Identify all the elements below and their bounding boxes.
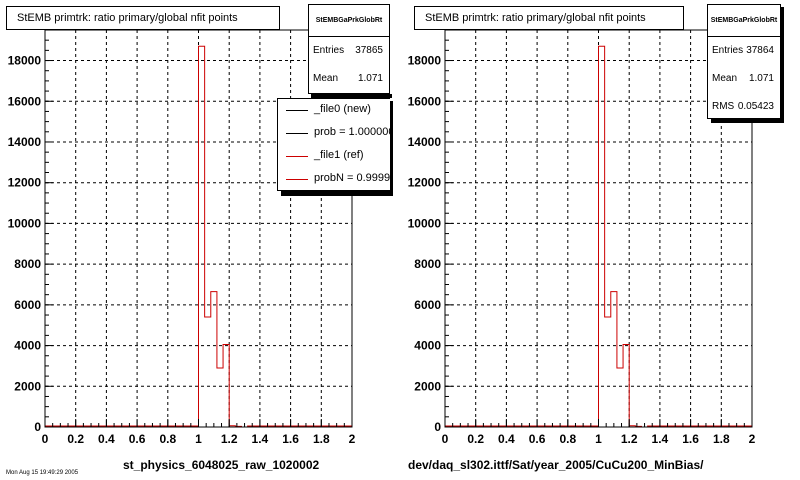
left-x-tick-label: 0	[42, 432, 49, 446]
left-stats-row-mean: Mean 1.071	[309, 65, 389, 93]
legend-label: _file0 (new)	[314, 103, 371, 115]
left-y-tick-label: 0	[34, 420, 41, 434]
legend-label: probN = 0.999999	[314, 172, 390, 184]
left-x-tick-label: 0.4	[98, 432, 115, 446]
legend-entry-new: _file0 (new)	[278, 99, 390, 122]
left-x-tick-label: 1.2	[221, 432, 238, 446]
left-x-tick-label: 1.8	[313, 432, 330, 446]
right-x-tick-label: 0.2	[467, 432, 484, 446]
right-stats-box: StEMBGaPrkGlobRt Entries 37864 Mean 1.07…	[707, 4, 781, 119]
left-y-tick-label: 6000	[14, 298, 41, 312]
right-stats-row-mean: Mean 1.071	[708, 65, 780, 93]
left-y-tick-label: 2000	[14, 379, 41, 393]
left-y-tick-label: 16000	[8, 94, 42, 108]
right-y-tick-label: 4000	[414, 339, 441, 353]
right-x-tick-label: 0.4	[498, 432, 515, 446]
stats-value: 37864	[746, 45, 774, 56]
right-y-tick-label: 10000	[408, 216, 442, 230]
right-x-tick-label: 0.6	[529, 432, 546, 446]
right-y-tick-label: 18000	[408, 54, 442, 68]
left-x-tick-label: 1.4	[252, 432, 269, 446]
right-histogram-bin	[617, 368, 623, 427]
left-stats-row-entries: Entries 37865	[309, 37, 389, 65]
legend-label: _file1 (ref)	[314, 149, 364, 161]
left-histogram-bin	[199, 46, 205, 427]
right-x-tick-label: 2	[749, 432, 756, 446]
right-stats-row-rms: RMS 0.05423	[708, 93, 780, 121]
right-x-axis-title: dev/daq_sl302.ittf/Sat/year_2005/CuCu200…	[408, 458, 704, 472]
right-histogram-bin	[599, 46, 605, 427]
stats-label: Mean	[712, 73, 738, 84]
left-stats-name: StEMBGaPrkGlobRt	[309, 5, 389, 37]
right-y-tick-label: 2000	[414, 379, 441, 393]
right-x-tick-label: 0.8	[559, 432, 576, 446]
right-y-tick-label: 0	[434, 420, 441, 434]
right-x-tick-label: 1.6	[682, 432, 699, 446]
right-x-tick-label: 1.4	[652, 432, 669, 446]
right-x-tick-label: 0	[442, 432, 449, 446]
left-title: StEMB primtrk: ratio primary/global nfit…	[17, 12, 238, 24]
left-x-tick-label: 2	[349, 432, 356, 446]
legend-swatch	[286, 179, 308, 180]
right-histogram-bin	[623, 345, 629, 427]
stats-label: Entries	[313, 45, 345, 56]
right-histogram-bin	[611, 292, 617, 427]
right-y-tick-label: 12000	[408, 176, 442, 190]
legend-entry-prob: prob = 1.000000	[278, 122, 390, 145]
left-histogram-bin	[223, 345, 229, 427]
right-y-tick-label: 6000	[414, 298, 441, 312]
left-histogram-bin	[217, 368, 223, 427]
right-y-tick-label: 8000	[414, 257, 441, 271]
legend-swatch	[286, 156, 308, 157]
legend-label: prob = 1.000000	[314, 126, 390, 138]
right-title: StEMB primtrk: ratio primary/global nfit…	[425, 12, 646, 24]
right-x-tick-label: 1	[595, 432, 602, 446]
left-histogram-bin	[211, 292, 217, 427]
stats-label: Entries	[712, 45, 744, 56]
stats-value: 1.071	[357, 73, 383, 84]
left-y-tick-label: 12000	[8, 176, 42, 190]
left-x-tick-label: 0.2	[67, 432, 84, 446]
right-stats-name: StEMBGaPrkGlobRt	[708, 5, 780, 37]
right-title-box: StEMB primtrk: ratio primary/global nfit…	[414, 6, 684, 30]
left-y-tick-label: 10000	[8, 216, 42, 230]
left-y-tick-label: 8000	[14, 257, 41, 271]
left-histogram-bin	[205, 317, 211, 427]
left-stats-box: StEMBGaPrkGlobRt Entries 37865 Mean 1.07…	[308, 4, 390, 94]
footer-timestamp: Mon Aug 15 19:49:29 2005	[6, 470, 79, 476]
right-y-tick-label: 14000	[408, 135, 442, 149]
right-x-tick-label: 1.2	[621, 432, 638, 446]
right-stats-row-entries: Entries 37864	[708, 37, 780, 65]
left-y-tick-label: 18000	[8, 54, 42, 68]
legend-entry-ref: _file1 (ref)	[278, 145, 390, 168]
legend-box: _file0 (new) prob = 1.000000 _file1 (ref…	[277, 98, 390, 191]
legend-swatch	[286, 110, 308, 111]
stats-value: 0.05423	[737, 101, 774, 112]
stats-value: 1.071	[748, 73, 774, 84]
left-x-tick-label: 0.8	[159, 432, 176, 446]
right-x-tick-label: 1.8	[713, 432, 730, 446]
left-y-tick-label: 4000	[14, 339, 41, 353]
left-x-tick-label: 1.6	[282, 432, 299, 446]
left-x-axis-title: st_physics_6048025_raw_1020002	[123, 458, 320, 472]
left-x-tick-label: 1	[195, 432, 202, 446]
stats-value: 37865	[355, 45, 383, 56]
legend-swatch	[286, 133, 308, 134]
right-y-tick-label: 16000	[408, 94, 442, 108]
legend-entry-probn: probN = 0.999999	[278, 168, 390, 191]
right-histogram-bin	[605, 317, 611, 427]
stats-label: RMS	[712, 101, 735, 112]
left-x-tick-label: 0.6	[129, 432, 146, 446]
left-y-tick-label: 14000	[8, 135, 42, 149]
left-title-box: StEMB primtrk: ratio primary/global nfit…	[6, 6, 280, 30]
stats-label: Mean	[313, 73, 339, 84]
